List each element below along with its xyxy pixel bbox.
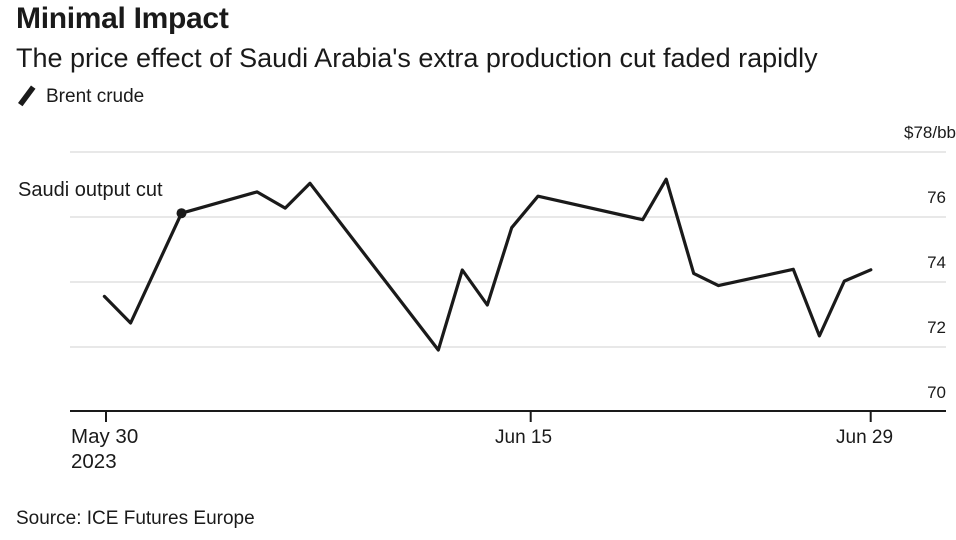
svg-text:Jun 29: Jun 29 — [836, 427, 893, 448]
svg-text:Jun 15: Jun 15 — [495, 427, 552, 448]
svg-text:74: 74 — [927, 253, 946, 272]
svg-text:2023: 2023 — [71, 450, 117, 473]
svg-text:May 30: May 30 — [71, 425, 138, 448]
svg-text:76: 76 — [927, 188, 946, 207]
svg-text:70: 70 — [927, 383, 946, 402]
svg-text:$78/bbl: $78/bbl — [904, 123, 956, 142]
svg-text:72: 72 — [927, 318, 946, 337]
svg-text:Saudi output cut: Saudi output cut — [18, 179, 163, 201]
